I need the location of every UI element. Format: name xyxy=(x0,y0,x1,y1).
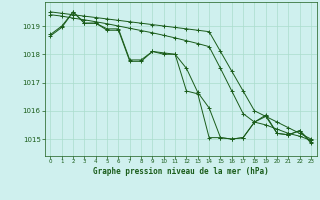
X-axis label: Graphe pression niveau de la mer (hPa): Graphe pression niveau de la mer (hPa) xyxy=(93,167,269,176)
